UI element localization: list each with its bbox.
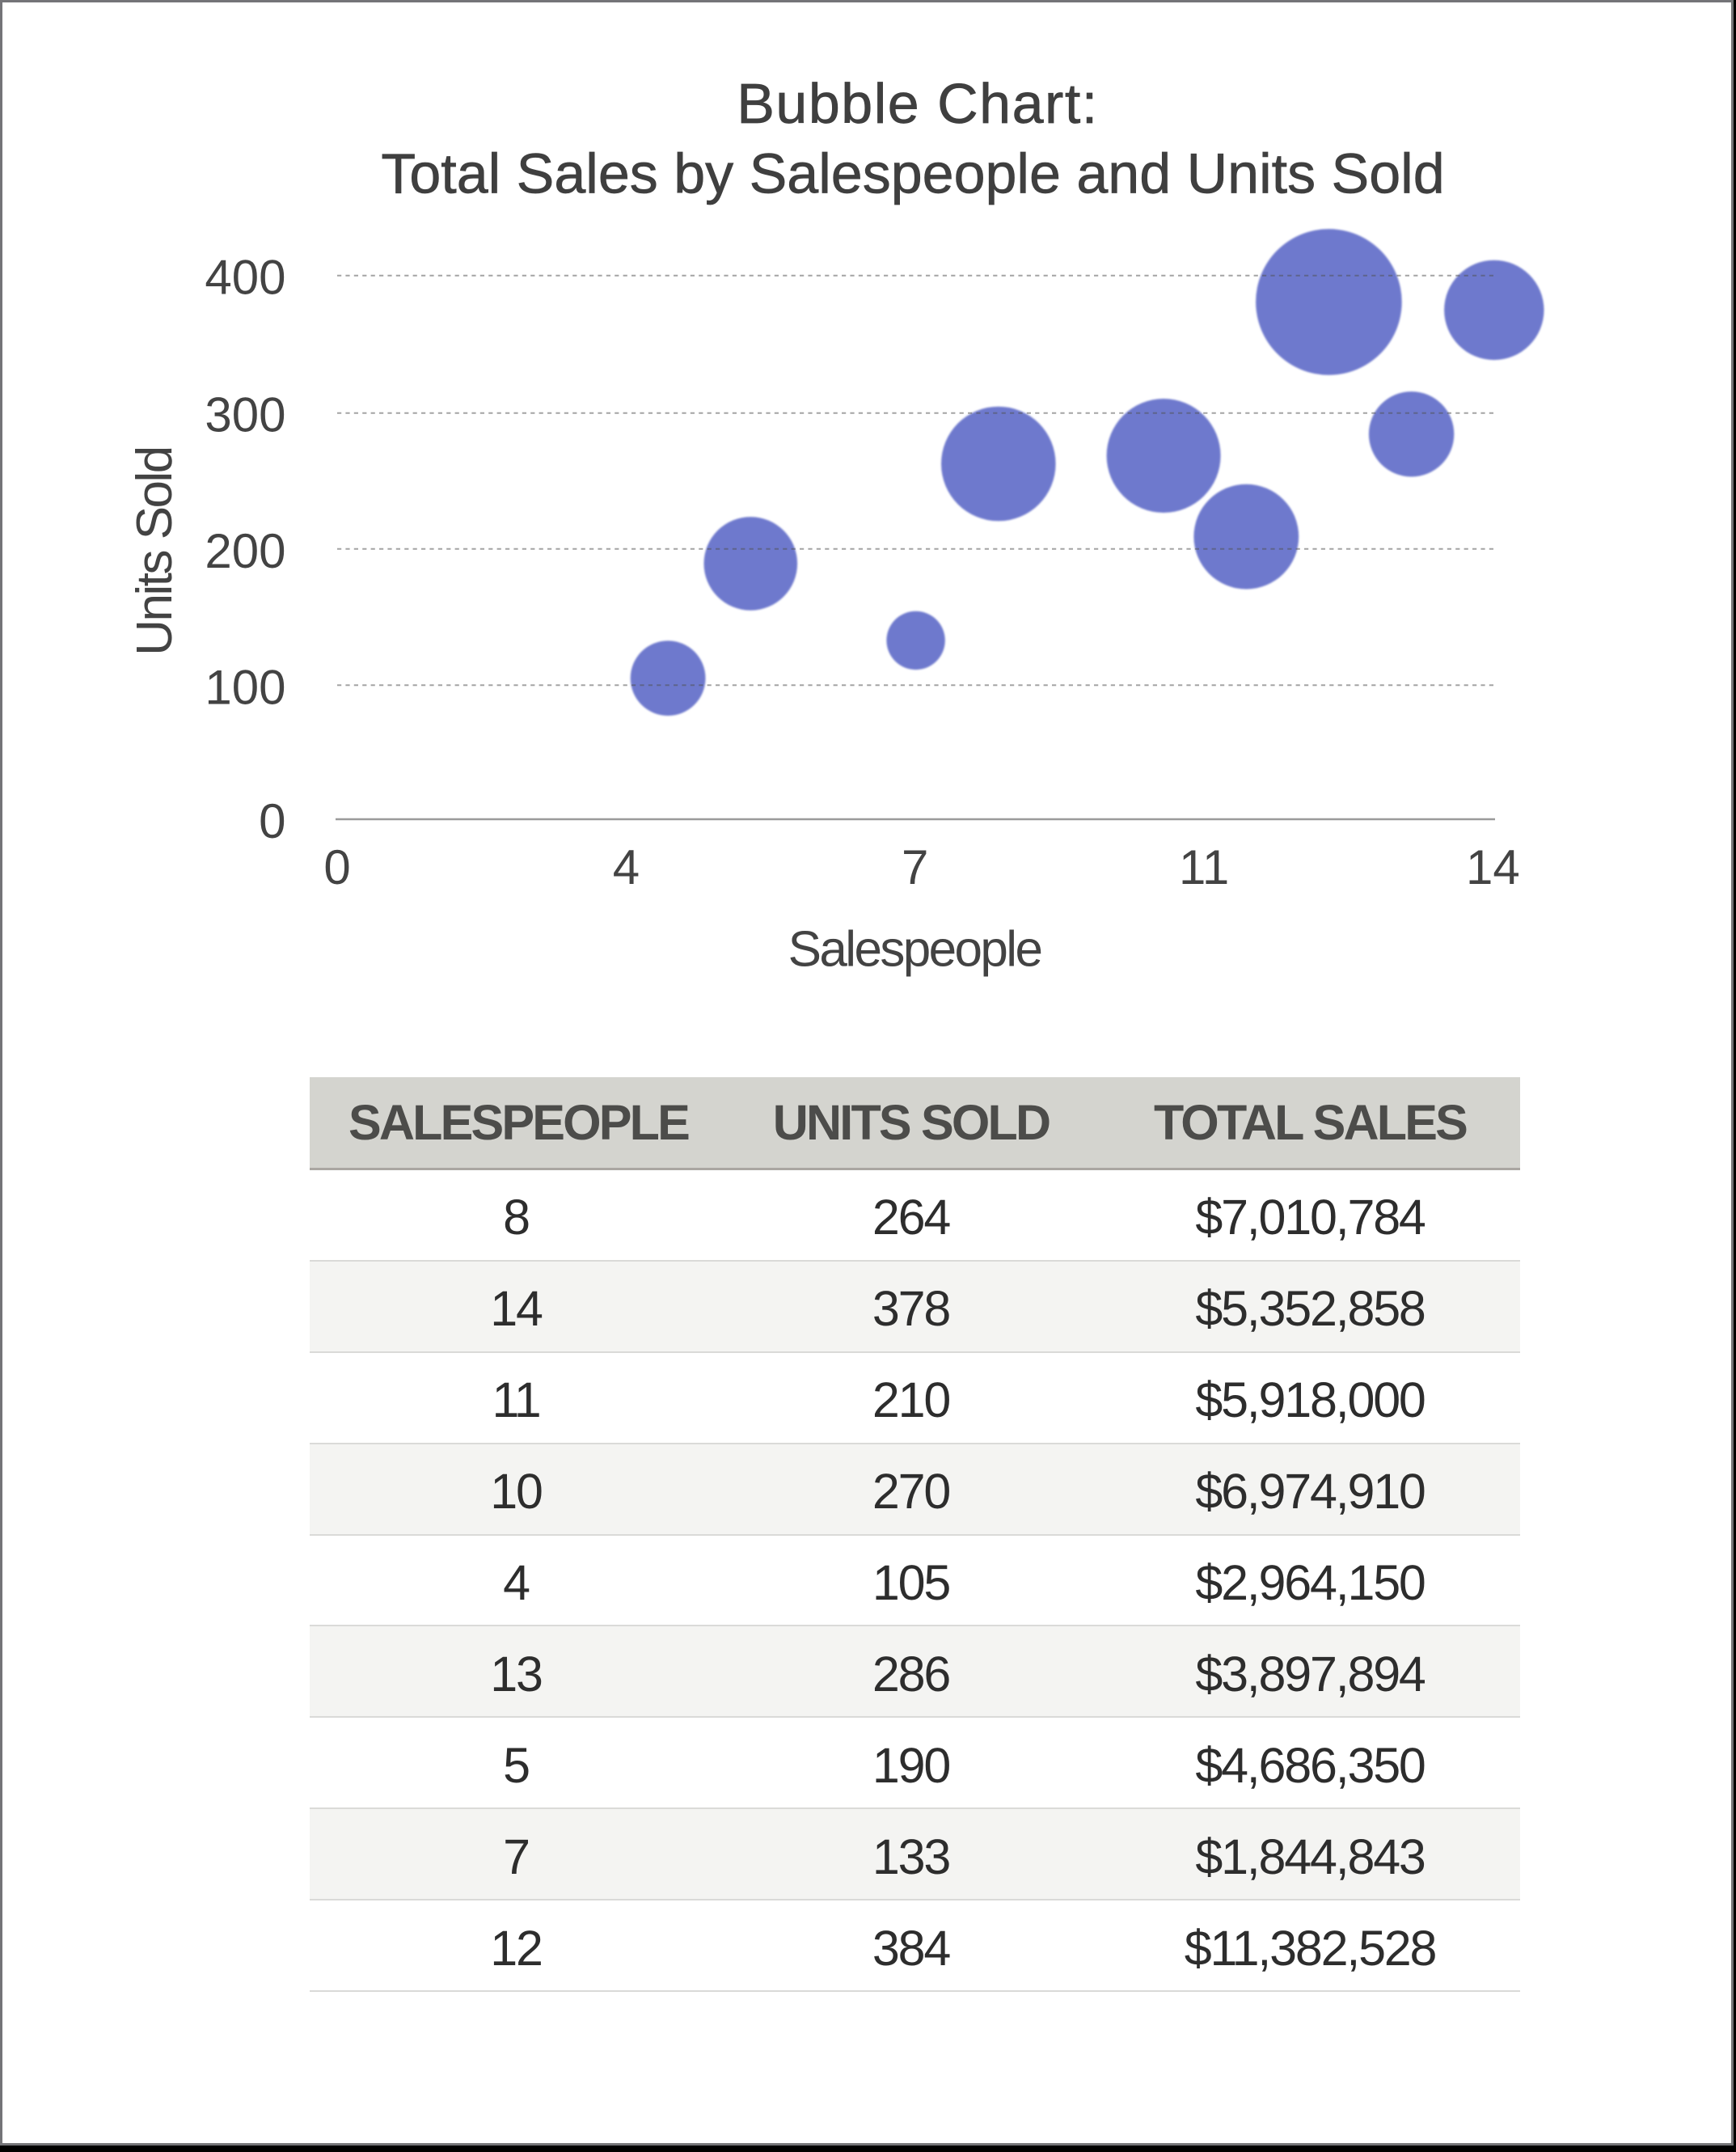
- svg-text:Bubble Chart:: Bubble Chart:: [737, 72, 1099, 135]
- svg-text:0: 0: [259, 794, 285, 848]
- svg-text:Total Sales by Salespeople and: Total Sales by Salespeople and Units Sol…: [381, 142, 1444, 205]
- svg-text:14: 14: [1466, 840, 1520, 894]
- svg-text:4: 4: [613, 840, 640, 894]
- svg-text:Salespeople: Salespeople: [788, 922, 1041, 978]
- svg-text:300: 300: [205, 388, 285, 442]
- svg-text:400: 400: [205, 251, 285, 305]
- svg-text:7: 7: [902, 840, 928, 894]
- svg-text:11: 11: [1179, 840, 1229, 894]
- svg-text:200: 200: [205, 524, 285, 578]
- svg-text:100: 100: [205, 660, 285, 714]
- svg-text:0: 0: [323, 840, 350, 894]
- svg-text:Units Sold: Units Sold: [127, 447, 183, 656]
